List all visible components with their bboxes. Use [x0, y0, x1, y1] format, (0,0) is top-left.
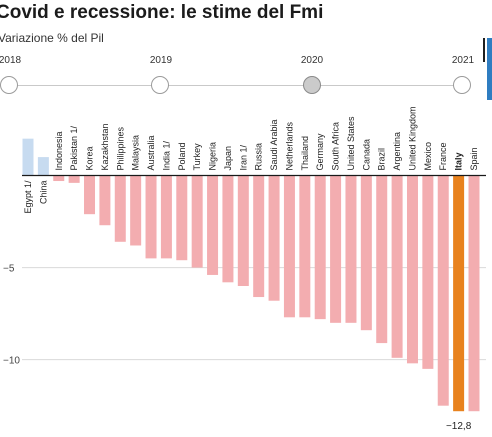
chart-header: Covid e recessione: le stime del Fmi Var… [0, 0, 492, 48]
bar-poland[interactable] [176, 175, 188, 261]
bar-australia[interactable] [145, 175, 157, 259]
year-timeline: 2018 2019 2020 2021 [0, 0, 492, 100]
bar-germany[interactable] [314, 175, 326, 320]
bar-korea[interactable] [84, 175, 96, 215]
category-label-russia: Russia [254, 143, 264, 171]
bar-indonesia[interactable] [53, 175, 65, 182]
bar-turkey[interactable] [191, 175, 203, 268]
bar-nigeria[interactable] [207, 175, 219, 275]
category-label-south-africa: South Africa [331, 122, 341, 171]
chart-subtitle: Variazione % del Pil [0, 31, 104, 45]
category-label-egypt-1: Egypt 1/ [23, 180, 33, 214]
category-label-argentina: Argentina [392, 132, 402, 171]
year-label-2021[interactable]: 2021 [451, 55, 475, 66]
timeline-stop-2019[interactable] [151, 76, 169, 94]
timeline-stop-2021[interactable] [453, 76, 471, 94]
bar-malaysia[interactable] [130, 175, 142, 246]
bar-mexico[interactable] [422, 175, 434, 369]
category-label-spain: Spain [469, 147, 479, 170]
category-label-saudi-arabia: Saudi Arabia [269, 119, 279, 170]
category-label-italy: Italy [454, 152, 464, 170]
year-label-2019[interactable]: 2019 [149, 55, 173, 66]
category-label-philippines: Philippines [115, 126, 125, 170]
bar-france[interactable] [437, 175, 449, 406]
bar-united-kingdom[interactable] [406, 175, 418, 364]
bar-egypt-1[interactable] [22, 138, 34, 176]
timeline-stop-2018[interactable] [0, 76, 18, 94]
category-label-germany: Germany [315, 133, 325, 171]
bar-italy[interactable] [453, 175, 465, 412]
category-label-brazil: Brazil [377, 148, 387, 171]
y-tick-label-minus-10: −10 [3, 356, 20, 367]
y-tick-label-minus-5: −5 [3, 264, 15, 275]
category-label-pakistan-1: Pakistan 1/ [69, 125, 79, 170]
category-label-australia: Australia [146, 135, 156, 170]
bar-philippines[interactable] [114, 175, 126, 242]
category-label-turkey: Turkey [192, 143, 202, 171]
bar-united-states[interactable] [345, 175, 357, 323]
bar-iran-1[interactable] [237, 175, 249, 286]
category-label-malaysia: Malaysia [131, 135, 141, 171]
category-label-kazakhstan: Kazakhstan [100, 123, 110, 170]
category-label-nigeria: Nigeria [208, 142, 218, 171]
category-label-korea: Korea [85, 146, 95, 170]
category-label-united-kingdom: United Kingdom [407, 106, 417, 170]
category-label-france: France [438, 142, 448, 170]
value-annotation-italy: −12,8 [446, 421, 472, 432]
category-label-india-1: India 1/ [161, 140, 171, 170]
bar-thailand[interactable] [299, 175, 311, 318]
year-label-2020[interactable]: 2020 [300, 55, 324, 66]
bar-netherlands[interactable] [283, 175, 295, 318]
bar-kazakhstan[interactable] [99, 175, 111, 226]
category-label-poland: Poland [177, 142, 187, 170]
category-label-china: China [38, 181, 48, 205]
page-title: Covid e recessione: le stime del Fmi [0, 2, 324, 23]
bar-japan[interactable] [222, 175, 234, 283]
bar-south-africa[interactable] [330, 175, 342, 323]
bar-brazil[interactable] [376, 175, 388, 344]
bar-india-1[interactable] [160, 175, 172, 259]
category-label-thailand: Thailand [300, 136, 310, 171]
category-label-indonesia: Indonesia [54, 131, 64, 170]
bar-pakistan-1[interactable] [68, 175, 80, 183]
category-label-netherlands: Netherlands [284, 121, 294, 170]
frame-edge [483, 38, 485, 62]
bar-chart: −5 −10 Egypt 1/China Indonesia Pakistan 1/Ko… [3, 106, 486, 432]
category-label-mexico: Mexico [423, 142, 433, 171]
bar-russia[interactable] [253, 175, 265, 298]
bar-china[interactable] [37, 157, 49, 176]
bar-saudi-arabia[interactable] [268, 175, 280, 301]
timeline-stop-2020[interactable] [303, 76, 321, 94]
category-label-japan: Japan [223, 146, 233, 171]
year-label-2018[interactable]: 2018 [0, 55, 22, 66]
category-label-canada: Canada [361, 139, 371, 171]
scrollbar-thumb[interactable] [487, 38, 492, 100]
bar-argentina[interactable] [391, 175, 403, 358]
category-label-united-states: United States [346, 116, 356, 171]
category-label-iran-1: Iran 1/ [238, 144, 248, 170]
bar-canada[interactable] [360, 175, 372, 331]
timeline-track[interactable] [10, 85, 462, 86]
bar-spain[interactable] [468, 175, 480, 412]
